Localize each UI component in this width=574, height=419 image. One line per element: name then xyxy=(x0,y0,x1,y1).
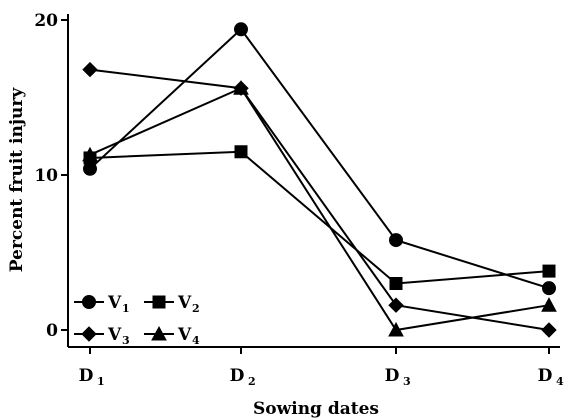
series-v4 xyxy=(82,80,557,337)
legend-label: V xyxy=(107,325,122,345)
y-tick-label: 10 xyxy=(34,166,58,186)
series-v1 xyxy=(83,22,556,296)
data-point xyxy=(541,297,557,312)
data-point xyxy=(234,22,248,37)
data-point xyxy=(542,264,556,278)
data-point xyxy=(233,80,249,95)
data-point xyxy=(388,321,404,337)
series-v2-line xyxy=(89,150,550,285)
series-layer xyxy=(82,22,557,338)
series-v4-line xyxy=(89,86,550,332)
data-point xyxy=(541,322,557,338)
legend-label: V xyxy=(107,293,122,313)
y-tick-label: 0 xyxy=(46,321,58,341)
x-tick-label-subscript: 1 xyxy=(97,375,105,388)
series-v3-line xyxy=(89,68,550,331)
series-v1-line xyxy=(89,27,550,290)
x-tick-label-subscript: 2 xyxy=(248,375,256,388)
data-point xyxy=(82,61,98,78)
x-tick-label: D xyxy=(538,366,553,386)
x-tick-label: D xyxy=(79,366,94,386)
data-point xyxy=(389,233,403,248)
y-axis-title: Percent fruit injury xyxy=(7,87,27,273)
data-point xyxy=(542,281,556,296)
legend-label-subscript: 4 xyxy=(192,334,200,347)
legend: V 1 V 2V 3 V 4 xyxy=(74,293,200,347)
legend-marker xyxy=(81,326,97,342)
x-tick-label: D xyxy=(385,366,400,386)
legend-marker xyxy=(151,325,167,341)
data-point xyxy=(388,297,404,313)
legend-marker xyxy=(82,295,96,309)
legend-label-subscript: 3 xyxy=(122,334,130,347)
data-point xyxy=(234,145,248,159)
legend-label-subscript: 2 xyxy=(192,302,200,315)
legend-marker xyxy=(152,295,166,309)
data-point xyxy=(389,277,403,290)
legend-label: V xyxy=(177,293,192,313)
legend-label-subscript: 1 xyxy=(122,302,130,315)
legend-label: V xyxy=(177,325,192,345)
y-tick-label: 20 xyxy=(34,11,58,31)
x-tick-label-subscript: 3 xyxy=(403,375,411,388)
x-tick-label: D xyxy=(230,366,245,386)
x-tick-label-subscript: 4 xyxy=(556,375,564,388)
data-point xyxy=(82,146,98,162)
x-axis-title: Sowing dates xyxy=(253,399,379,419)
